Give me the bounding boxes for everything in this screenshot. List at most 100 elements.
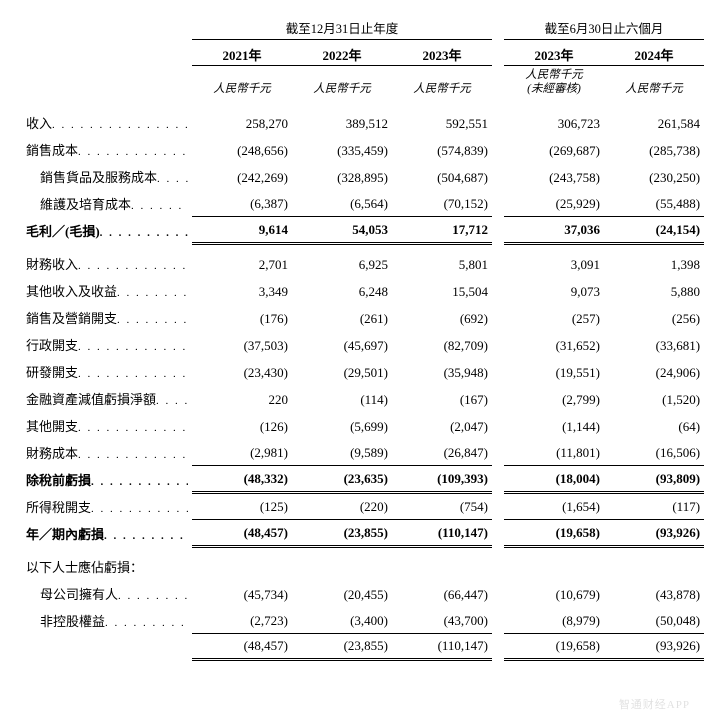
cell-value: (82,709) [392,331,492,358]
unit-2: 人民幣千元 [292,66,392,103]
cell-value: (93,809) [604,466,704,493]
row-label: 毛利／(毛損) [26,221,100,240]
cell-value [604,553,704,580]
cell-value: (328,895) [292,163,392,190]
row-label: 研發開支 [26,362,78,381]
cell-value [192,553,292,580]
cell-value: (11,801) [504,439,604,466]
cell-value: (1,144) [504,412,604,439]
cell-value: (242,269) [192,163,292,190]
row-label: 非控股權益 [26,611,105,630]
table-row: 金融資產減值虧損淨額 . . . . . . . . . . . . . . .… [22,385,704,412]
table-row: 行政開支 . . . . . . . . . . . . . . . . . .… [22,331,704,358]
cell-value: (43,878) [604,580,704,607]
table-row: 以下人士應佔虧損： [22,553,704,580]
cell-value: (35,948) [392,358,492,385]
table-row: 研發開支 . . . . . . . . . . . . . . . . . .… [22,358,704,385]
cell-value: (19,658) [504,634,604,660]
col-year-2021: 2021年 [192,40,292,66]
cell-value: (48,457) [192,520,292,547]
row-label: 金融資產減值虧損淨額 [26,389,156,408]
cell-value: (574,839) [392,136,492,163]
cell-value: (117) [604,493,704,520]
cell-value: (70,152) [392,190,492,217]
cell-value: 9,073 [504,277,604,304]
cell-value: 592,551 [392,109,492,136]
cell-value: (2,723) [192,607,292,634]
cell-value: (37,503) [192,331,292,358]
cell-value: (19,551) [504,358,604,385]
cell-value: 9,614 [192,217,292,244]
table-row: 非控股權益 . . . . . . . . . . . . . . . . . … [22,607,704,634]
interim-period-header: 截至6月30日止六個月 [504,18,704,40]
table-row: 財務收入 . . . . . . . . . . . . . . . . . .… [22,250,704,277]
cell-value [392,553,492,580]
cell-value: (109,393) [392,466,492,493]
period-header-row: 截至12月31日止年度 截至6月30日止六個月 [22,18,704,40]
row-label: 其他收入及收益 [26,281,117,300]
row-label: 維護及培育成本 [26,194,131,213]
cell-value: (23,855) [292,520,392,547]
cell-value: (23,855) [292,634,392,660]
cell-value: (3,400) [292,607,392,634]
cell-value: (48,332) [192,466,292,493]
cell-value: (64) [604,412,704,439]
cell-value: 17,712 [392,217,492,244]
table-row: 銷售成本 . . . . . . . . . . . . . . . . . .… [22,136,704,163]
cell-value: 3,349 [192,277,292,304]
row-label: 行政開支 [26,335,78,354]
cell-value: (24,906) [604,358,704,385]
watermark-text: 智通财经APP [619,696,690,712]
cell-value: (45,734) [192,580,292,607]
cell-value: (114) [292,385,392,412]
cell-value: (19,658) [504,520,604,547]
row-label: 銷售及營銷開支 [26,308,117,327]
row-label: 年／期內虧損 [26,524,104,543]
cell-value: (43,700) [392,607,492,634]
cell-value: (110,147) [392,634,492,660]
cell-value: (8,979) [504,607,604,634]
row-label: 其他開支 [26,416,78,435]
year-header-row: 2021年 2022年 2023年 2023年 2024年 [22,40,704,66]
row-label: 銷售貨品及服務成本 [26,167,157,186]
col-year-2023: 2023年 [392,40,492,66]
cell-value: (50,048) [604,607,704,634]
cell-value: (10,679) [504,580,604,607]
row-label: 母公司擁有人 [26,584,118,603]
table-row: 銷售貨品及服務成本 . . . . . . . . . . . . . . . … [22,163,704,190]
table-row: (48,457)(23,855)(110,147)(19,658)(93,926… [22,634,704,660]
cell-value: (125) [192,493,292,520]
cell-value: (45,697) [292,331,392,358]
cell-value: 306,723 [504,109,604,136]
cell-value: (2,981) [192,439,292,466]
table-row: 母公司擁有人 . . . . . . . . . . . . . . . . .… [22,580,704,607]
row-label: 銷售成本 [26,140,78,159]
table-row: 其他收入及收益 . . . . . . . . . . . . . . . . … [22,277,704,304]
cell-value: (176) [192,304,292,331]
cell-value: (29,501) [292,358,392,385]
row-label: 所得稅開支 [26,497,91,516]
table-row: 財務成本 . . . . . . . . . . . . . . . . . .… [22,439,704,466]
table-row: 維護及培育成本 . . . . . . . . . . . . . . . . … [22,190,704,217]
cell-value: 3,091 [504,250,604,277]
cell-value: (2,047) [392,412,492,439]
cell-value: (1,654) [504,493,604,520]
cell-value [292,553,392,580]
cell-value: (285,738) [604,136,704,163]
cell-value: (1,520) [604,385,704,412]
cell-value: (335,459) [292,136,392,163]
cell-value: (5,699) [292,412,392,439]
row-label: 收入 [26,113,52,132]
table-row: 除稅前虧損 . . . . . . . . . . . . . . . . . … [22,466,704,493]
cell-value: (692) [392,304,492,331]
col-year-2022: 2022年 [292,40,392,66]
table-row: 其他開支 . . . . . . . . . . . . . . . . . .… [22,412,704,439]
unit-header-row: 人民幣千元 人民幣千元 人民幣千元 人民幣千元 (未經審核) 人民幣千元 [22,66,704,103]
cell-value: 6,248 [292,277,392,304]
cell-value: 261,584 [604,109,704,136]
cell-value: (6,387) [192,190,292,217]
cell-value: (504,687) [392,163,492,190]
cell-value: (126) [192,412,292,439]
cell-value: (167) [392,385,492,412]
unit-3: 人民幣千元 [392,66,492,103]
